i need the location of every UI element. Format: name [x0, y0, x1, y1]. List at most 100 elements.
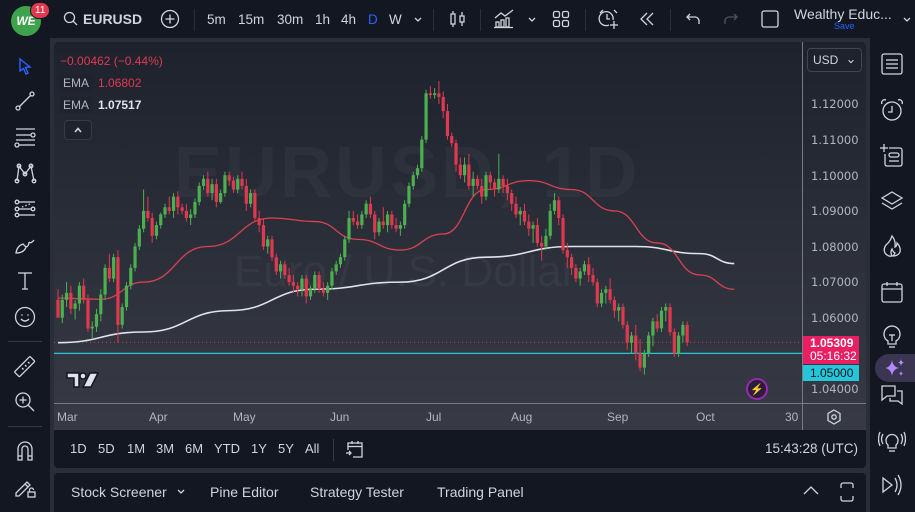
chats-button[interactable]	[877, 381, 907, 411]
calendar-button[interactable]	[877, 277, 907, 307]
alerts-button[interactable]	[877, 95, 907, 125]
tradingview-logo[interactable]	[66, 371, 100, 395]
candle	[338, 253, 343, 268]
price-tick: 1.10000	[811, 169, 859, 183]
candle	[56, 289, 60, 318]
expand-panel-button[interactable]	[802, 483, 820, 500]
cursor-tool[interactable]	[10, 51, 40, 81]
redo-button[interactable]	[723, 0, 739, 38]
streams-button[interactable]	[877, 426, 907, 456]
brush-tool[interactable]	[10, 230, 40, 260]
range-5y[interactable]: 5Y	[278, 441, 294, 456]
ideas-button[interactable]	[877, 322, 907, 352]
timeframe-1h[interactable]: 1h	[315, 11, 331, 27]
quick-action-button[interactable]: ⚡	[746, 378, 768, 400]
maximize-panel-button[interactable]	[839, 482, 855, 505]
indicators-button[interactable]	[493, 0, 515, 38]
tab-stock-screener[interactable]: Stock Screener	[71, 484, 167, 500]
candle	[351, 210, 355, 226]
range-ytd[interactable]: YTD	[214, 441, 240, 456]
prediction-tool[interactable]	[10, 194, 40, 224]
measure-tool[interactable]	[10, 352, 40, 382]
layout-name[interactable]: Wealthy Educ...	[794, 6, 892, 22]
fullscreen-button[interactable]	[760, 0, 780, 38]
price-change: −0.00462 (−0.44%)	[60, 54, 163, 68]
ema-fast-label[interactable]: EMA	[60, 75, 93, 91]
go-to-date-button[interactable]	[345, 439, 365, 464]
candle	[214, 178, 218, 208]
compare-symbol-button[interactable]	[160, 0, 180, 38]
emoji-tool[interactable]	[10, 302, 40, 332]
ema-slow-label[interactable]: EMA	[60, 97, 93, 113]
price-tick: 1.07000	[811, 275, 859, 289]
replay-button[interactable]	[638, 0, 656, 38]
lock-drawings-tool[interactable]	[10, 472, 40, 502]
date-range-bar: 1D 5D 1M 3M 6M YTD 1Y 5Y All 15:43:28 (U…	[54, 430, 866, 468]
range-1m[interactable]: 1M	[127, 441, 146, 456]
candle	[527, 214, 531, 236]
candle	[385, 210, 390, 233]
chart-type-button[interactable]	[449, 0, 467, 38]
create-alert-button[interactable]	[597, 0, 619, 38]
flame-icon	[883, 234, 901, 257]
range-3m[interactable]: 3M	[156, 441, 175, 456]
watchlist-button[interactable]	[877, 49, 907, 79]
chart-settings-button[interactable]	[826, 409, 842, 430]
layers-button[interactable]	[877, 186, 907, 216]
price-axis[interactable]: USD 1.12000 1.11000 1.10000 1.09000 1.08…	[802, 42, 866, 403]
stock-screener-dropdown[interactable]	[176, 483, 186, 499]
magnet-tool[interactable]	[10, 436, 40, 466]
timeframe-w[interactable]: W	[389, 11, 402, 27]
symbol-search-button[interactable]: EURUSD	[63, 0, 142, 38]
time-tick: Aug	[511, 410, 533, 424]
candle	[253, 189, 257, 222]
range-1d[interactable]: 1D	[70, 441, 87, 456]
candle	[326, 282, 330, 300]
candle	[475, 175, 480, 190]
object-tree-button[interactable]	[877, 140, 907, 170]
time-tick: Jul	[426, 410, 442, 424]
timeframe-d[interactable]: D	[368, 11, 378, 27]
indicators-dropdown[interactable]	[527, 0, 537, 38]
undo-button[interactable]	[685, 0, 701, 38]
timeframe-15m[interactable]: 15m	[238, 11, 265, 27]
range-all[interactable]: All	[305, 441, 320, 456]
tab-pine-editor[interactable]: Pine Editor	[210, 484, 279, 500]
tab-trading-panel[interactable]: Trading Panel	[437, 484, 524, 500]
alarm-clock-icon	[881, 99, 903, 121]
candlestick-chart[interactable]	[54, 42, 802, 403]
broadcast-button[interactable]	[877, 470, 907, 500]
timeframe-30m[interactable]: 30m	[277, 11, 304, 27]
timeframe-4h[interactable]: 4h	[341, 11, 357, 27]
chart-pane[interactable]: EURUSD, 1D Euro / U.S. Dollar −0.00462 (…	[54, 42, 866, 468]
range-5d[interactable]: 5D	[98, 441, 115, 456]
candle	[334, 260, 338, 275]
layouts-button[interactable]	[552, 0, 570, 38]
trend-line-tool[interactable]	[10, 86, 40, 116]
candle	[82, 278, 86, 304]
zoom-in-tool[interactable]	[10, 387, 40, 417]
tab-strategy-tester[interactable]: Strategy Tester	[310, 484, 404, 500]
candle	[651, 317, 655, 347]
hotlist-button[interactable]	[877, 231, 907, 261]
text-tool[interactable]	[10, 266, 40, 296]
pattern-tool[interactable]	[10, 158, 40, 188]
range-1y[interactable]: 1Y	[251, 441, 267, 456]
candle	[411, 171, 415, 190]
time-axis[interactable]: Mar Apr May Jun Jul Aug Sep Oct 30	[54, 403, 866, 431]
candle	[364, 200, 368, 218]
horizontal-line-tag[interactable]: 1.05000	[803, 365, 859, 381]
timeframe-dropdown[interactable]	[413, 0, 423, 38]
currency-selector[interactable]: USD	[807, 48, 862, 72]
magnet-icon	[17, 441, 33, 461]
calendar-goto-icon	[346, 441, 363, 458]
utc-clock[interactable]: 15:43:28 (UTC)	[765, 441, 859, 456]
save-button[interactable]: Save	[834, 21, 855, 31]
fib-retracement-tool[interactable]	[10, 122, 40, 152]
collapse-legend-button[interactable]	[64, 120, 92, 140]
range-6m[interactable]: 6M	[185, 441, 204, 456]
candle	[313, 271, 317, 293]
ai-assistant-button[interactable]	[875, 354, 915, 382]
layout-dropdown[interactable]	[902, 0, 912, 38]
timeframe-5m[interactable]: 5m	[207, 11, 226, 27]
